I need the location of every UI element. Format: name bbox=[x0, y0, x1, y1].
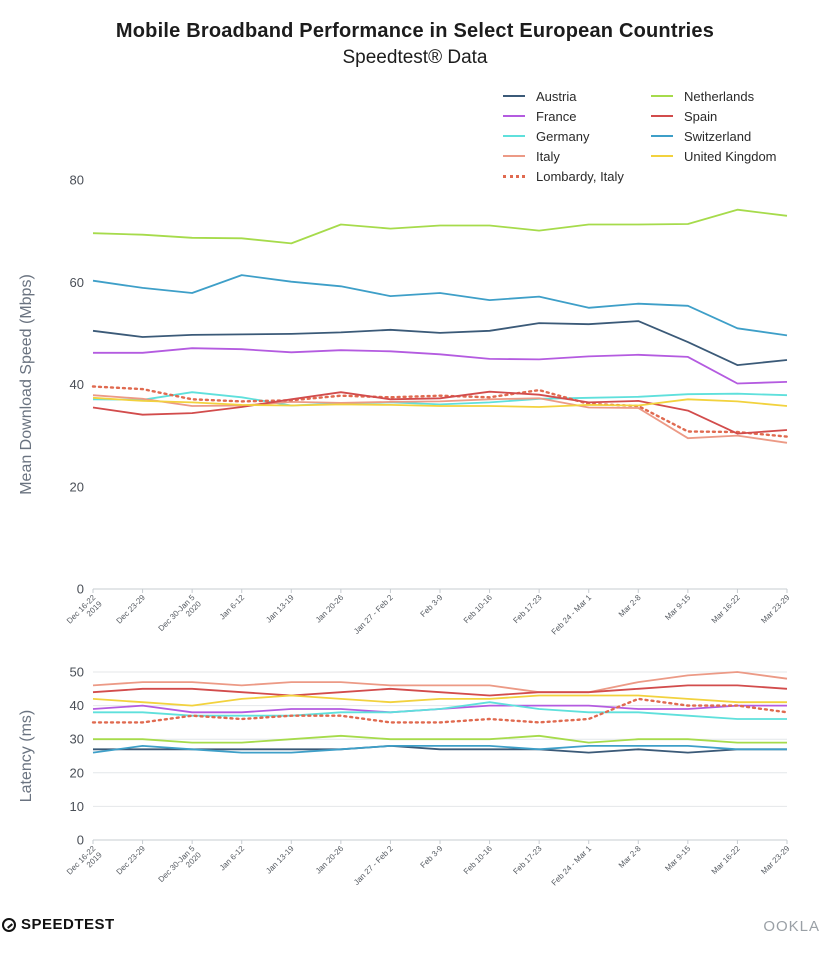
y-tick-label: 20 bbox=[70, 479, 84, 494]
series-line bbox=[92, 390, 788, 435]
x-tick-label: Dec 16-222019 bbox=[65, 593, 104, 632]
legend-swatch bbox=[503, 135, 525, 137]
x-tick-label: Mar 23-29 bbox=[759, 844, 792, 877]
legend-swatch bbox=[503, 155, 525, 157]
series-line bbox=[92, 391, 788, 407]
legend-swatch bbox=[651, 95, 673, 97]
legend-label: Netherlands bbox=[684, 88, 755, 104]
legend-swatch bbox=[503, 174, 525, 178]
series-line bbox=[92, 396, 788, 408]
x-tick-label: Jan 20-26 bbox=[314, 593, 346, 625]
x-tick-label: Jan 13-19 bbox=[264, 593, 296, 625]
legend-item: France bbox=[503, 106, 576, 126]
chart-subtitle: Speedtest® Data bbox=[342, 47, 488, 68]
series-line bbox=[92, 274, 788, 337]
download-speed-chart: 0 20 40 60 80 Dec 16-222019 Dec 23-29 Dec 30-Ja… bbox=[18, 173, 792, 640]
y-tick-label: 80 bbox=[70, 173, 84, 188]
legend-item: Germany bbox=[503, 126, 589, 146]
series-line bbox=[91, 385, 789, 438]
latency-chart: 0 10 20 30 40 50 Dec 16-222019 Dec 23-29 Dec 30-… bbox=[18, 665, 792, 891]
series-line bbox=[91, 697, 789, 724]
legend-item: Italy bbox=[503, 146, 560, 166]
y-tick-label: 0 bbox=[77, 582, 84, 597]
legend-label: Spain bbox=[684, 108, 718, 124]
legend-label: Italy bbox=[536, 148, 560, 164]
legend-swatch bbox=[503, 115, 525, 117]
legend-label: France bbox=[536, 108, 577, 124]
y-axis-label: Mean Download Speed (Mbps) bbox=[18, 274, 35, 495]
series-line bbox=[93, 734, 787, 744]
series-line bbox=[92, 320, 788, 367]
x-tick-label: Feb 17-23 bbox=[511, 844, 544, 877]
ookla-logo: OOKLA bbox=[763, 918, 820, 935]
y-axis-label: Latency (ms) bbox=[18, 710, 35, 802]
y-tick-label: 0 bbox=[77, 833, 84, 848]
x-tick-label: Jan 6-12 bbox=[218, 593, 247, 622]
x-tick-label: Dec 30-Jan 52020 bbox=[157, 593, 204, 640]
series-line bbox=[92, 394, 788, 444]
legend-item: Austria bbox=[503, 86, 576, 106]
legend-label: Austria bbox=[536, 88, 577, 104]
legend-label: Lombardy, Italy bbox=[536, 168, 624, 184]
series-line bbox=[92, 694, 787, 707]
x-tick-label: Feb 24 - Mar 1 bbox=[550, 844, 594, 888]
x-tick-label: Mar 2-8 bbox=[617, 593, 643, 619]
series-line bbox=[92, 671, 788, 694]
legend-label: United Kingdom bbox=[684, 148, 777, 164]
y-tick-label: 20 bbox=[70, 765, 84, 780]
legend-swatch bbox=[651, 155, 673, 157]
x-tick-label: Mar 16-22 bbox=[710, 844, 743, 877]
x-tick-label: Feb 3-9 bbox=[419, 844, 445, 870]
legend-item: United Kingdom bbox=[651, 146, 777, 166]
series-line bbox=[92, 208, 788, 245]
speedtest-logo: SPEEDTEST bbox=[2, 916, 115, 933]
legend-swatch bbox=[651, 115, 673, 117]
x-tick-label: Jan 13-19 bbox=[264, 844, 296, 876]
x-tick-label: Mar 9-15 bbox=[663, 844, 692, 873]
y-tick-label: 60 bbox=[70, 275, 84, 290]
legend-label: Switzerland bbox=[684, 128, 752, 144]
x-tick-label: Feb 3-9 bbox=[419, 593, 445, 619]
x-tick-label: Mar 9-15 bbox=[663, 593, 692, 622]
legend-item: Switzerland bbox=[651, 126, 751, 146]
legend-label: Germany bbox=[536, 128, 590, 144]
legend-swatch bbox=[651, 135, 673, 137]
x-tick-label: Mar 2-8 bbox=[617, 844, 643, 870]
series-line bbox=[92, 745, 787, 754]
x-tick-label: Jan 27 - Feb 2 bbox=[352, 844, 395, 887]
x-tick-label: Dec 23-29 bbox=[115, 844, 148, 877]
y-tick-label: 10 bbox=[70, 799, 84, 814]
legend-item: Lombardy, Italy bbox=[503, 166, 624, 186]
x-tick-label: Dec 16-222019 bbox=[65, 844, 104, 883]
speedtest-logo-text: SPEEDTEST bbox=[21, 916, 115, 933]
x-tick-label: Feb 10-16 bbox=[462, 593, 495, 626]
speedtest-gauge-icon bbox=[2, 917, 16, 932]
x-tick-label: Dec 30-Jan 52020 bbox=[157, 844, 204, 891]
x-tick-label: Feb 10-16 bbox=[462, 844, 495, 877]
legend-item: Spain bbox=[651, 106, 717, 126]
x-tick-label: Jan 27 - Feb 2 bbox=[352, 593, 395, 636]
x-tick-label: Feb 17-23 bbox=[511, 593, 544, 626]
series-line bbox=[93, 347, 788, 385]
chart-title: Mobile Broadband Performance in Select E… bbox=[115, 20, 715, 42]
y-tick-label: 30 bbox=[70, 732, 84, 747]
series-line bbox=[92, 684, 788, 697]
x-tick-label: Dec 23-29 bbox=[115, 593, 148, 626]
x-tick-label: Mar 23-29 bbox=[759, 593, 792, 626]
y-tick-label: 40 bbox=[70, 698, 84, 713]
series-line bbox=[93, 745, 787, 754]
y-tick-label: 40 bbox=[70, 377, 84, 392]
y-tick-label: 50 bbox=[70, 665, 84, 680]
legend-item: Netherlands bbox=[651, 86, 754, 106]
x-tick-label: Jan 6-12 bbox=[218, 844, 247, 873]
legend-swatch bbox=[503, 95, 525, 97]
x-tick-label: Jan 20-26 bbox=[314, 844, 346, 876]
x-tick-label: Mar 16-22 bbox=[710, 593, 743, 626]
x-tick-label: Feb 24 - Mar 1 bbox=[550, 593, 594, 637]
